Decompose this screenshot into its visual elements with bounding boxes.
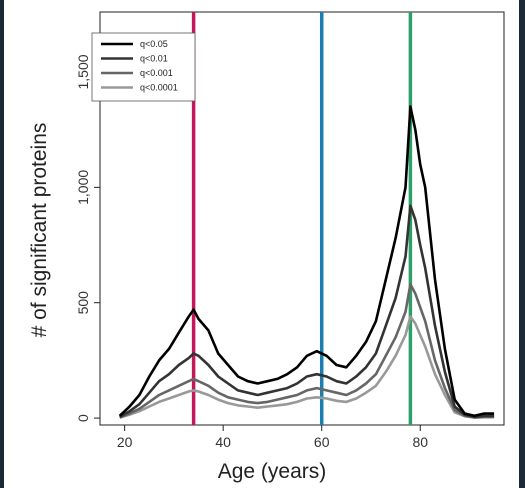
legend-label: q<0.01 (140, 54, 168, 64)
axes: 20 40 60 80 0 500 1,000 1,500 (75, 11, 505, 450)
series-lines (118, 105, 495, 419)
plot-border (99, 11, 505, 426)
x-tick-label: 40 (215, 434, 231, 450)
series-line (119, 282, 495, 419)
x-tick-label: 80 (412, 434, 428, 450)
legend-label: q<0.001 (140, 68, 173, 78)
series-line (119, 315, 495, 419)
x-tick-label: 60 (314, 434, 330, 450)
y-tick-label: 0 (75, 414, 91, 422)
y-tick-label: 1,500 (75, 54, 91, 89)
series-line (119, 204, 495, 419)
chart-figure: 20 40 60 80 0 500 1,000 1,500 q<0.05 q<0.01 q<0.0… (4, 0, 519, 488)
y-axis-title: # of significant proteins (28, 123, 51, 338)
y-tick-label: 500 (75, 291, 91, 315)
legend-label: q<0.0001 (140, 83, 178, 93)
legend: q<0.05 q<0.01 q<0.001 q<0.0001 (91, 32, 196, 102)
x-axis-title: Age (years) (218, 460, 327, 483)
x-tick-label: 20 (117, 434, 133, 450)
series-line (118, 105, 495, 418)
legend-label: q<0.05 (140, 39, 168, 49)
y-tick-label: 1,000 (75, 170, 91, 205)
